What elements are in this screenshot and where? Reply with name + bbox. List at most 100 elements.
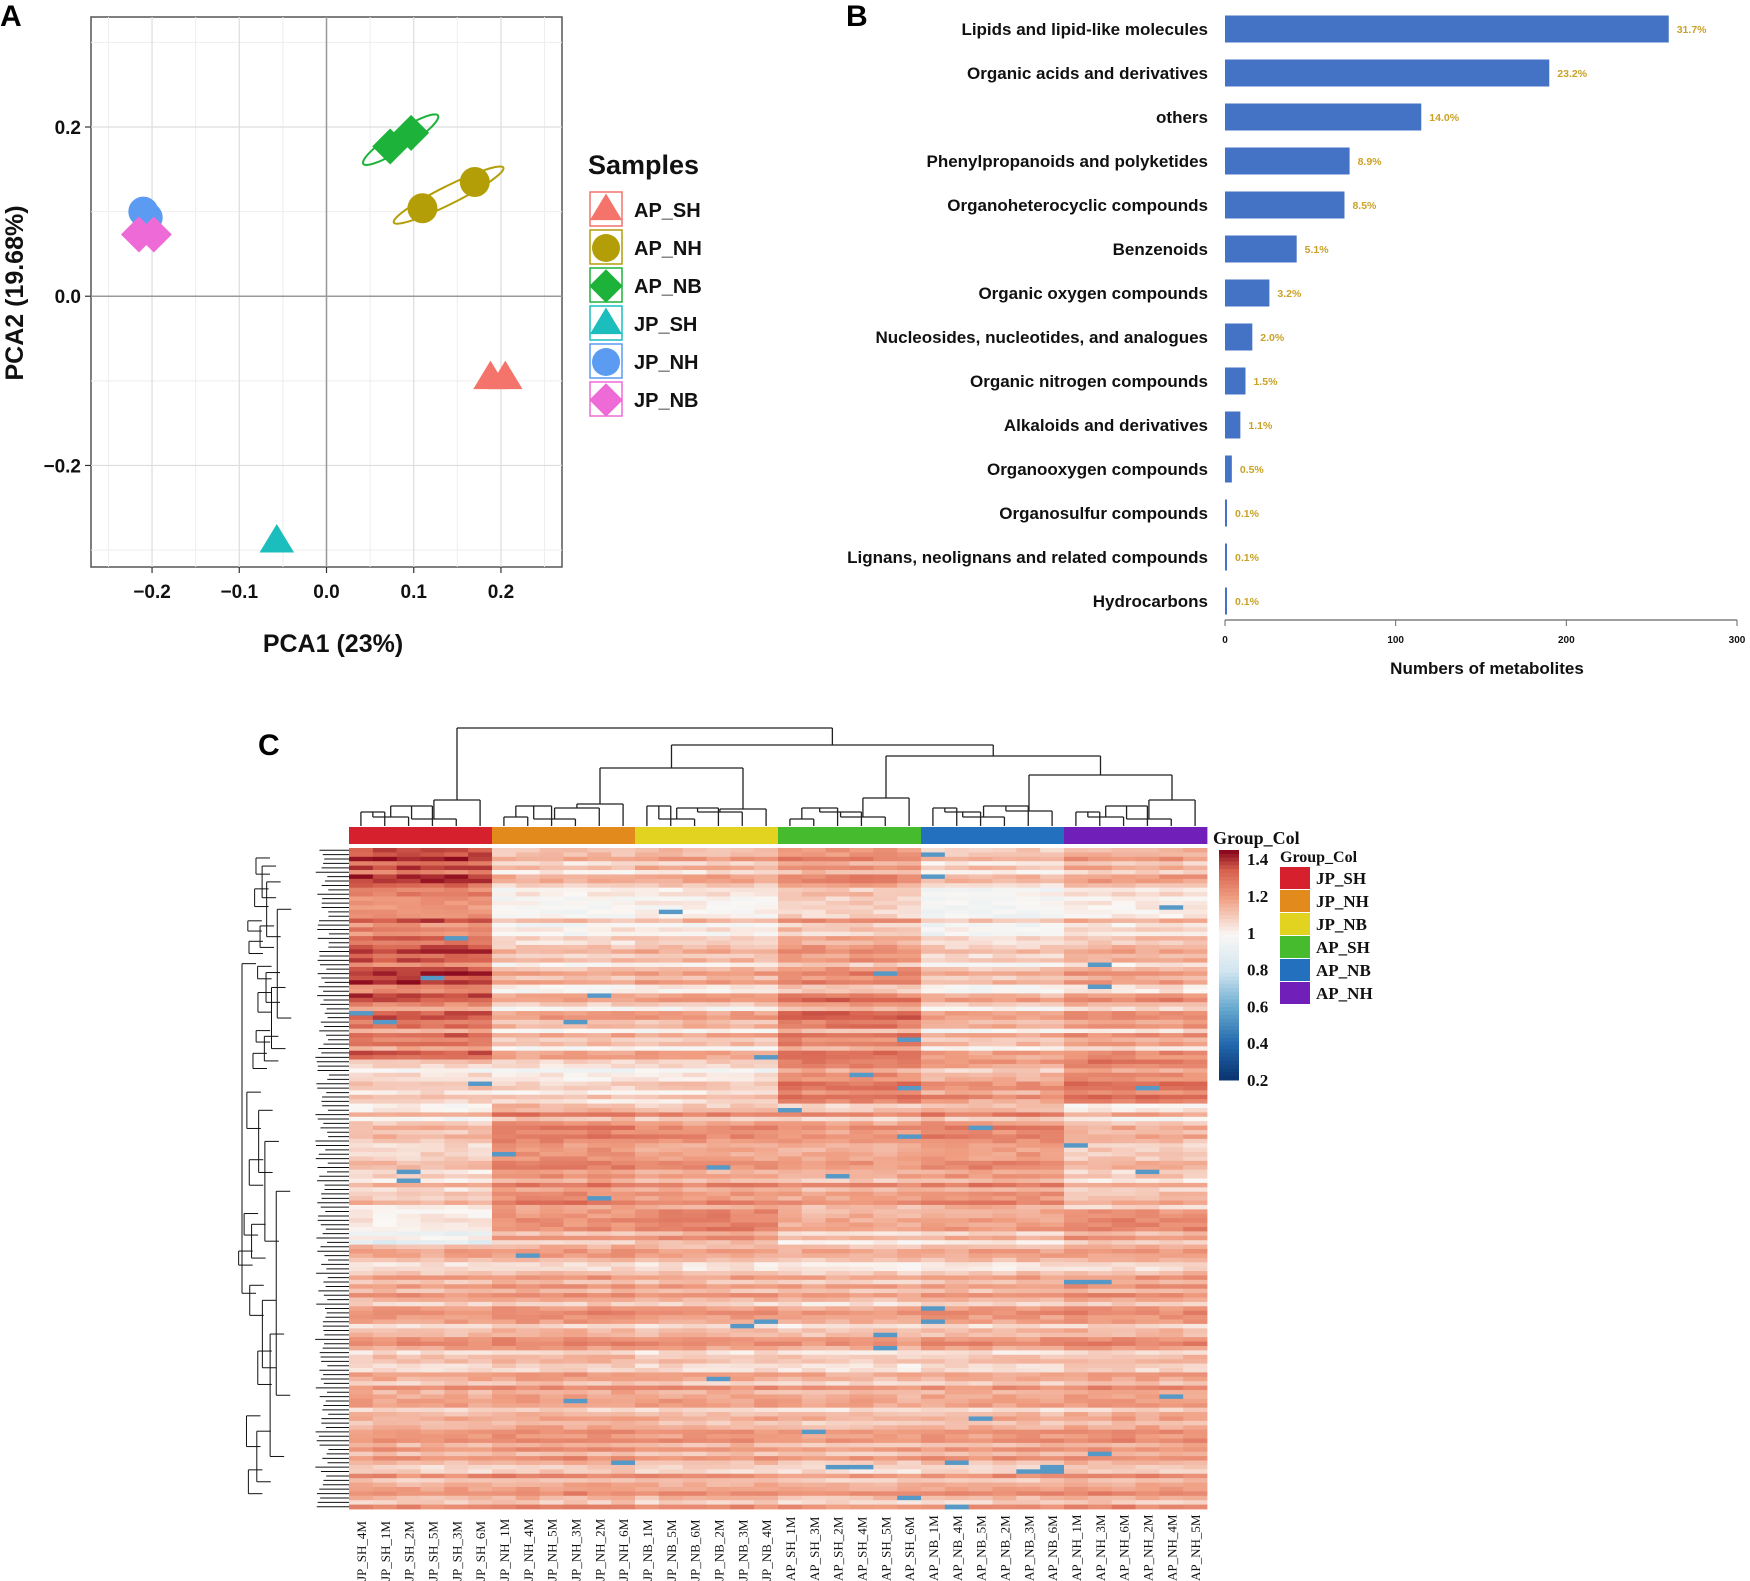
heatmap-cell [515,1275,541,1281]
heatmap-cell [801,1209,827,1215]
heatmap-cell [492,980,517,986]
heatmap-cell [873,1222,898,1228]
heatmap-cell [968,1367,993,1373]
heatmap-cell [492,1306,517,1312]
heatmap-cell [1135,922,1160,928]
heatmap-cell [825,1143,850,1149]
heatmap-cell [1040,1315,1065,1320]
heatmap-cell [611,1006,636,1012]
heatmap-cell [706,1015,731,1021]
heatmap-cell [1159,1222,1184,1228]
heatmap-cell [587,1279,612,1285]
heatmap-cell [658,1094,684,1100]
heatmap-cell [968,1337,993,1342]
heatmap-cell [658,865,684,871]
heatmap-cell [754,962,779,968]
heatmap-cell [682,1372,707,1378]
heatmap-cell [563,1182,588,1188]
heatmap-cell [1183,1266,1208,1272]
heatmap-cell [1135,1372,1160,1378]
heatmap-cell [587,1125,612,1131]
heatmap-cell [444,1019,469,1025]
heatmap-cell [444,918,469,924]
heatmap-cell [1183,1019,1208,1025]
heatmap-cell [372,1081,398,1087]
heatmap-cell [1111,1085,1136,1091]
heatmap-cell [992,1332,1017,1338]
heatmap-cell [1111,1323,1136,1329]
heatmap-cell [658,1134,684,1140]
heatmap-cell [1087,1121,1113,1127]
heatmap-cell [921,1367,946,1373]
heatmap-cell [968,1372,993,1378]
heatmap-cell [754,874,779,880]
heatmap-cell [635,1262,660,1268]
heatmap-cell [349,1169,374,1175]
heatmap-cell [515,975,541,981]
heatmap-cell [897,1275,922,1281]
heatmap-cell [682,1266,707,1272]
heatmap-cell [1135,1059,1160,1065]
heatmap-cell [1064,1288,1089,1294]
heatmap-cell [611,1178,636,1184]
heatmap-cell [587,900,612,906]
heatmap-cell [420,1187,445,1193]
heatmap-cell [539,953,564,959]
heatmap-cell [372,1345,398,1351]
heatmap-cell [944,1332,970,1338]
heatmap-cell [944,953,970,959]
heatmap-cell [825,927,850,933]
heatmap-cell [492,1033,517,1038]
heatmap-cell [563,1041,588,1047]
heatmap-cell [635,856,660,862]
heatmap-cell [944,1002,970,1008]
heatmap-cell [897,1345,922,1351]
heatmap-cell [492,1160,517,1166]
heatmap-cell [1159,1174,1184,1179]
heatmap-cell [635,1063,660,1069]
heatmap-cell [873,936,898,941]
heatmap-cell [658,1235,684,1241]
heatmap-cell [801,870,827,875]
heatmap-cell [635,1376,660,1382]
heatmap-cell [1087,1112,1113,1118]
heatmap-cell [992,1301,1017,1307]
annotation-cell-ap-nb [1016,827,1041,844]
heatmap-cell [1183,1367,1208,1373]
heatmap-cell [372,1209,398,1215]
heatmap-cell [730,1107,755,1113]
heatmap-cell [682,1024,707,1030]
heatmap-cell [849,1019,874,1025]
heatmap-cell [754,1046,779,1052]
heatmap-cell [1111,1385,1136,1391]
heatmap-cell [372,918,398,924]
heatmap-cell [682,1165,707,1171]
heatmap-cell [611,936,636,941]
heatmap-cell [1016,1249,1041,1254]
bar-data-label: 1.5% [1253,376,1278,388]
heatmap-cell [754,1099,779,1104]
heatmap-cell [468,1138,493,1144]
heatmap-cell [730,953,755,959]
heatmap-cell [682,1244,707,1250]
heatmap-cell [730,1182,755,1188]
heatmap-cell [539,1213,564,1219]
heatmap-cell [849,852,874,858]
heatmap-cell [682,1015,707,1021]
heatmap-cell [1111,1204,1136,1210]
heatmap-cell [873,1385,898,1391]
heatmap-cell [539,1345,564,1351]
heatmap-cell [682,936,707,941]
heatmap-cell [349,1143,374,1149]
heatmap-cell [849,1385,874,1391]
heatmap-cell [420,1209,445,1215]
heatmap-cell [730,1363,755,1369]
heatmap-cell [1064,962,1089,968]
heatmap-cell [1040,1081,1065,1087]
heatmap-cell [563,1138,588,1144]
heatmap-cell [1159,1376,1184,1382]
heatmap-cell [992,940,1017,946]
heatmap-cell [1135,927,1160,933]
heatmap-cell [944,1085,970,1091]
heatmap-cell [1040,1174,1065,1179]
